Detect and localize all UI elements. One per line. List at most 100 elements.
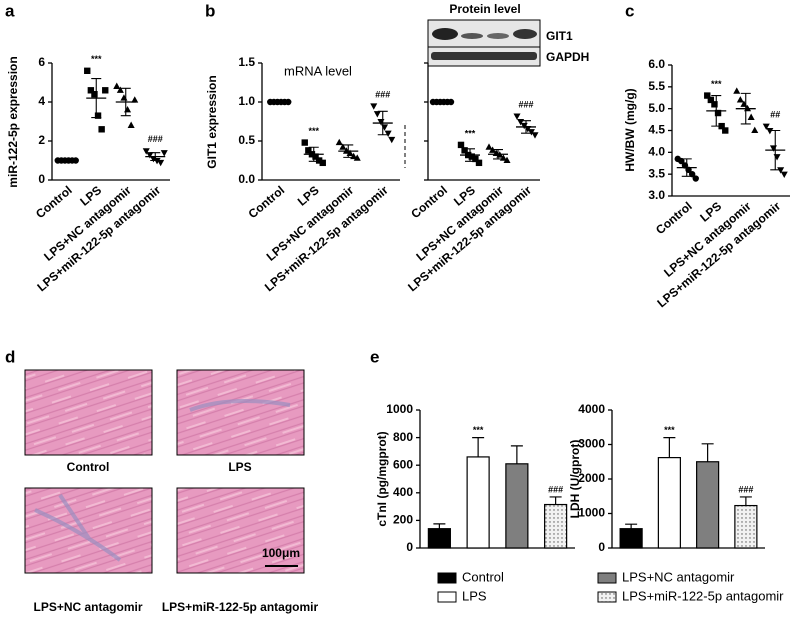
y-axis-label: cTnI (pg/mgprot)	[375, 431, 389, 526]
data-point	[692, 175, 699, 182]
data-point	[762, 123, 770, 130]
significance: ***	[664, 425, 675, 435]
y-tick-label: 200	[393, 513, 413, 527]
data-point	[485, 143, 493, 150]
y-tick-label: 800	[393, 430, 413, 444]
y-tick-label: 4.0	[648, 145, 665, 159]
y-tick-label: 1.0	[238, 94, 255, 108]
sd-bar	[343, 144, 354, 158]
blot-band-label: GAPDH	[546, 50, 589, 64]
y-tick-label: 4000	[578, 402, 605, 416]
data-point	[113, 82, 121, 89]
y-tick-label: 6	[38, 55, 45, 69]
data-point	[773, 154, 781, 161]
data-point	[160, 150, 168, 157]
significance: ***	[308, 126, 319, 136]
data-point	[131, 96, 139, 103]
y-tick-label: 1000	[578, 506, 605, 520]
sd-bar	[120, 87, 131, 117]
data-point	[116, 86, 124, 93]
sd-bar	[740, 92, 751, 125]
data-point	[370, 103, 378, 110]
y-axis-label: miR-122-5p expression	[6, 56, 20, 187]
legend-swatch	[597, 591, 617, 603]
y-tick-label: 0	[38, 172, 45, 186]
data-point	[722, 127, 729, 134]
bar	[734, 504, 758, 549]
data-point	[339, 143, 347, 150]
sd-bar	[308, 146, 319, 162]
sd-bar	[770, 129, 781, 171]
bar	[505, 463, 529, 549]
panel-label: b	[205, 1, 215, 20]
data-point	[381, 124, 389, 131]
bar	[544, 503, 568, 549]
y-tick-label: 600	[393, 457, 413, 471]
sd-bar	[150, 152, 161, 162]
data-point	[678, 157, 685, 165]
data-point	[301, 139, 308, 146]
image-label: LPS+NC antagomir	[33, 600, 142, 614]
y-tick-label: 2	[38, 133, 45, 147]
legend-swatch	[437, 572, 457, 584]
subtitle: mRNA level	[284, 63, 352, 78]
significance: ***	[465, 128, 476, 138]
bar	[619, 528, 643, 549]
data-point	[127, 121, 135, 128]
data-point	[736, 96, 744, 103]
image-label: Control	[67, 460, 110, 474]
data-point	[513, 113, 521, 120]
y-axis-label: GIT1 expression	[205, 75, 219, 168]
data-point	[388, 136, 396, 144]
sd-bar	[521, 120, 531, 134]
significance: ###	[548, 484, 563, 494]
significance: ***	[711, 79, 722, 89]
blot	[427, 19, 541, 67]
data-point	[747, 113, 755, 120]
y-tick-label: 0	[406, 540, 413, 554]
data-point	[527, 129, 535, 136]
y-axis-label: LDH (U/gprot)	[568, 440, 582, 519]
sd-bar	[493, 149, 503, 160]
y-tick-label: 5.5	[648, 79, 665, 93]
image-label: LPS	[228, 460, 251, 474]
legend-label: LPS	[462, 588, 487, 603]
significance: ***	[473, 425, 484, 435]
legend-swatch	[597, 572, 617, 584]
legend-label: LPS+NC antagomir	[622, 569, 735, 584]
y-tick-label: 6.0	[648, 57, 665, 71]
data-point	[777, 167, 785, 174]
x-tick-label: LPS	[295, 183, 322, 209]
significance: ###	[375, 89, 390, 99]
y-tick-label: 0.5	[238, 133, 255, 147]
y-axis-label: HW/BW (mg/g)	[623, 88, 637, 171]
data-point	[102, 87, 109, 94]
data-point	[373, 111, 381, 118]
data-point	[377, 118, 385, 126]
data-point	[780, 171, 788, 179]
data-point	[120, 94, 128, 101]
y-tick-label: 3000	[578, 437, 605, 451]
bar	[696, 461, 720, 549]
y-tick-label: 4.5	[648, 123, 665, 137]
y-tick-label: 1000	[386, 402, 413, 416]
y-tick-label: 1.5	[238, 55, 255, 69]
y-tick-label: 2000	[578, 471, 605, 485]
y-tick-label: 5.0	[648, 101, 665, 115]
significance: ###	[148, 134, 163, 144]
x-tick-label: Control	[33, 183, 75, 221]
sd-bar	[711, 95, 722, 127]
x-tick-label: Control	[408, 183, 450, 221]
sd-bar	[377, 110, 388, 136]
data-point	[751, 126, 759, 134]
data-point	[319, 159, 326, 167]
data-point	[84, 67, 91, 74]
histology-images	[24, 369, 305, 574]
data-point	[353, 154, 361, 161]
blot-band-label: GIT1	[546, 29, 573, 43]
y-tick-label: 0.0	[238, 172, 255, 186]
data-point	[733, 87, 741, 94]
y-tick-label: 3.5	[648, 166, 665, 180]
panel-label: c	[625, 1, 634, 20]
data-point	[489, 146, 497, 153]
